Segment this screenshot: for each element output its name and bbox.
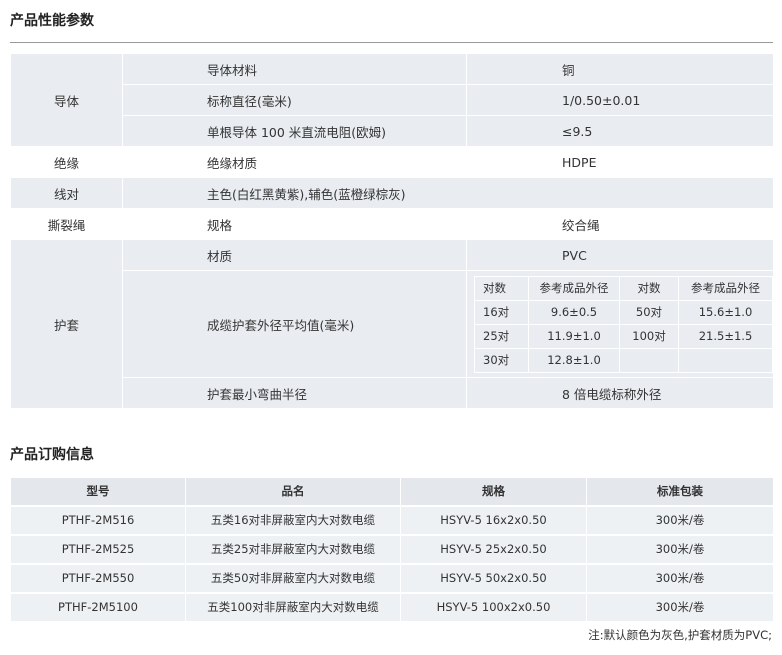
ripcord-label: 撕裂绳 (10, 208, 123, 240)
od-header: 参考成品外径 (678, 275, 773, 301)
model-cell: PTHF-2M516 (10, 504, 186, 535)
od-header: 参考成品外径 (528, 275, 620, 301)
package-cell: 300米/卷 (586, 533, 774, 564)
od-cell: 9.6±0.5 (528, 299, 620, 325)
conductor-label: 导体 (10, 53, 123, 147)
column-header: 品名 (185, 477, 401, 506)
param-name: 护套最小弯曲半径 (122, 377, 467, 409)
param-name: 成缆护套外径平均值(毫米) (122, 270, 467, 378)
param-value: 铜 (466, 53, 774, 85)
param-value: 主色(白红黑黄紫),辅色(蓝橙绿棕灰) (122, 177, 774, 209)
package-cell: 300米/卷 (586, 562, 774, 593)
model-cell: PTHF-2M550 (10, 562, 186, 593)
package-cell: 300米/卷 (586, 591, 774, 622)
footnote: 注:默认颜色为灰色,护套材质为PVC; (588, 628, 772, 642)
name-cell: 五类16对非屏蔽室内大对数电缆 (185, 504, 401, 535)
model-cell: PTHF-2M5100 (10, 591, 186, 622)
table-row: PTHF-2M5100 五类100对非屏蔽室内大对数电缆 HSYV-5 100x2x… (10, 591, 774, 622)
insulation-label: 绝缘 (10, 146, 123, 178)
spec-cell: HSYV-5 25x2x0.50 (400, 533, 587, 564)
model-cell: PTHF-2M525 (10, 533, 186, 564)
od-cell: 25对 (474, 323, 529, 349)
column-header: 规格 (400, 477, 587, 506)
param-value: 绞合绳 (466, 208, 774, 240)
name-cell: 五类25对非屏蔽室内大对数电缆 (185, 533, 401, 564)
spec-cell: HSYV-5 50x2x0.50 (400, 562, 587, 593)
column-header: 标准包装 (586, 477, 774, 506)
spec-cell: HSYV-5 16x2x0.50 (400, 504, 587, 535)
od-table: 对数 参考成品外径 对数 参考成品外径 16对 9.6±0.5 50对 15.6±1.0 2… (474, 275, 773, 373)
pairs-label: 线对 (10, 177, 123, 209)
jacket-label: 护套 (10, 239, 123, 409)
od-cell: 50对 (619, 299, 679, 325)
od-cell: 30对 (474, 347, 529, 373)
od-cell: 100对 (619, 323, 679, 349)
param-name: 导体材料 (122, 53, 467, 85)
order-table: 型号 品名 规格 标准包装 PTHF-2M516 五类16对非屏蔽室内大对数电缆 HSYV… (10, 477, 774, 622)
param-value: 8 倍电缆标称外径 (466, 377, 774, 409)
param-value: PVC (466, 239, 774, 271)
param-name: 规格 (122, 208, 467, 240)
name-cell: 五类100对非屏蔽室内大对数电缆 (185, 591, 401, 622)
param-name: 材质 (122, 239, 467, 271)
package-cell: 300米/卷 (586, 504, 774, 535)
od-cell (619, 347, 679, 373)
od-cell: 15.6±1.0 (678, 299, 773, 325)
od-cell (678, 347, 773, 373)
od-cell: 11.9±1.0 (528, 323, 620, 349)
spec-cell: HSYV-5 100x2x0.50 (400, 591, 587, 622)
param-value: HDPE (466, 146, 774, 178)
table-row: PTHF-2M516 五类16对非屏蔽室内大对数电缆 HSYV-5 16x2x0.5… (10, 504, 774, 535)
name-cell: 五类50对非屏蔽室内大对数电缆 (185, 562, 401, 593)
section-title-ordering: 产品订购信息 (10, 447, 94, 463)
performance-table: 导体 导体材料铜 标称直径(毫米) 1/0.50±0.01 单根导体 100 米直流… (10, 53, 774, 409)
od-cell: 21.5±1.5 (678, 323, 773, 349)
od-header: 对数 (619, 275, 679, 301)
divider (10, 42, 773, 43)
section-title-performance: 产品性能参数 (10, 13, 94, 29)
od-cell: 12.8±1.0 (528, 347, 620, 373)
od-cell: 16对 (474, 299, 529, 325)
table-row: PTHF-2M525 五类25对非屏蔽室内大对数电缆 HSYV-5 25x2x0.5… (10, 533, 774, 564)
param-name: 绝缘材质 (122, 146, 467, 178)
param-name: 标称直径(毫米) (122, 84, 467, 116)
param-value: ≤9.5 (466, 115, 774, 147)
param-value: 1/0.50±0.01 (466, 84, 774, 116)
column-header: 型号 (10, 477, 186, 506)
table-row: PTHF-2M550 五类50对非屏蔽室内大对数电缆 HSYV-5 50x2x0.5… (10, 562, 774, 593)
od-header: 对数 (474, 275, 529, 301)
param-name: 单根导体 100 米直流电阻(欧姆) (122, 115, 467, 147)
